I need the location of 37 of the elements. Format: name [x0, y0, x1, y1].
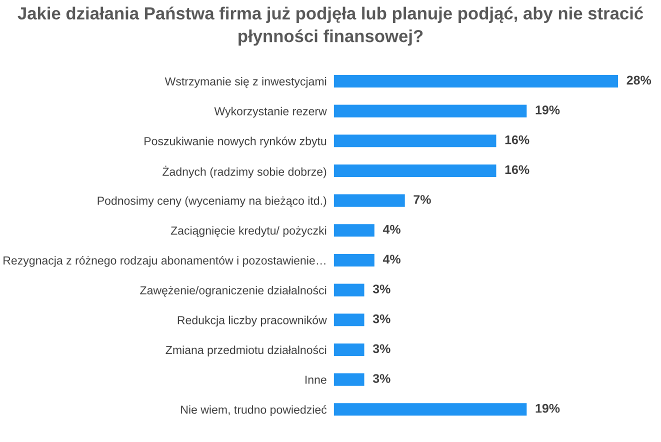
chart-title: Jakie działania Państwa firma już podjęła lub planuje podjąć, aby nie stracić płynności finansowej? [18, 6, 644, 46]
y-tick-label: Podnosimy ceny (wyceniamy na bieżąco itd.) [98, 196, 326, 208]
y-tick-label: Inne [305, 376, 326, 384]
data-label: 3% [372, 344, 390, 354]
data-label: 19% [536, 404, 560, 413]
y-tick-label: Nie wiem, trudno powiedzieć [181, 405, 327, 416]
bar [334, 134, 496, 148]
bar [334, 403, 527, 416]
data-label: 19% [536, 106, 560, 114]
data-label: 3% [372, 374, 390, 383]
bar [334, 164, 496, 177]
data-label: 16% [505, 165, 530, 174]
y-tick-label: Wykorzystanie rezerw [214, 106, 327, 118]
data-label: 4% [382, 254, 400, 264]
bar [334, 104, 527, 118]
y-tick-label: Zaciągnięcie kredytu/ pożyczki [170, 226, 326, 237]
bar [334, 373, 364, 386]
data-label: 3% [372, 314, 390, 324]
y-tick-label: Wstrzymanie się z inwestycjami [164, 77, 326, 88]
bar [334, 74, 618, 88]
bar [334, 343, 364, 356]
y-tick-label: Zmiana przedmiotu działalności [166, 345, 326, 356]
bar [334, 284, 364, 296]
data-label: 3% [372, 284, 390, 294]
data-label: 4% [382, 224, 400, 234]
y-tick-label: Poszukiwanie nowych rynków zbytu [144, 136, 326, 148]
y-tick-label: Rezygnacja z różnego rodzaju abonamentów i pozostawienie… [4, 256, 326, 267]
bar [334, 224, 374, 237]
data-label: 7% [414, 195, 431, 204]
y-tick-label: Redukcja liczby pracowników [178, 316, 327, 327]
data-label: 28% [626, 76, 652, 85]
y-tick-label: Zawężenie/ograniczenie działalności [140, 286, 326, 297]
bar [334, 254, 374, 266]
y-tick-label: Żadnych (radzimy sobie dobrze) [162, 166, 326, 178]
data-label: 16% [505, 135, 530, 144]
bar [334, 314, 364, 326]
bar [334, 194, 405, 207]
